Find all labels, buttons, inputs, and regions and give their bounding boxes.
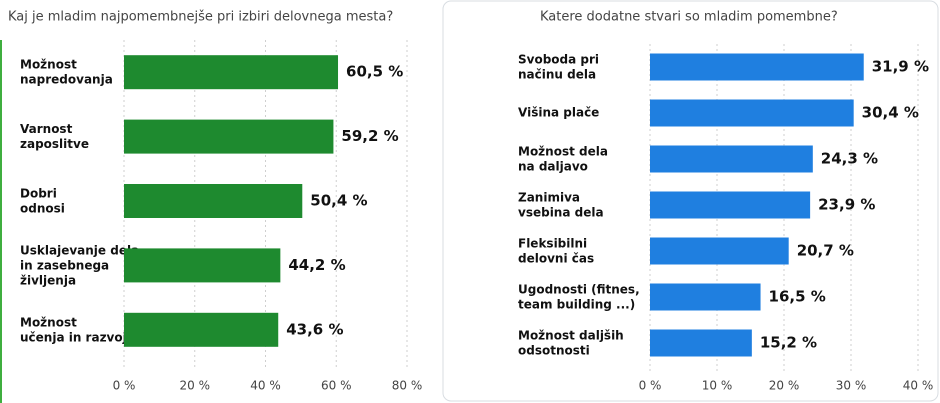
value-label: 23,9 %: [818, 196, 875, 214]
x-tick-label: 40 %: [903, 379, 934, 393]
value-label: 60,5 %: [346, 63, 403, 81]
x-tick-label: 20 %: [180, 379, 211, 393]
value-label: 59,2 %: [341, 127, 398, 145]
x-tick-label: 80 %: [392, 379, 423, 393]
x-tick-label: 60 %: [321, 379, 352, 393]
x-tick-label: 10 %: [702, 379, 733, 393]
category-label: Dobri odnosi: [20, 186, 65, 215]
category-label: Usklajevanje dela in zasebnega življenja: [20, 243, 139, 287]
category-label: Možnost dela na daljavo: [518, 144, 608, 173]
bar: [650, 283, 761, 311]
x-tick-label: 0 %: [639, 379, 662, 393]
value-label: 20,7 %: [797, 242, 854, 260]
chart-title: Katere dodatne stvari so mladim pomembne…: [540, 10, 838, 25]
bar: [650, 53, 864, 81]
category-label: Zanimiva vsebina dela: [518, 190, 604, 219]
x-tick-label: 40 %: [250, 379, 281, 393]
bar: [124, 55, 339, 90]
bar: [124, 119, 334, 154]
category-label: Ugodnosti (fitnes, team building ...): [518, 282, 640, 311]
x-tick-label: 20 %: [769, 379, 800, 393]
value-label: 43,6 %: [286, 320, 343, 338]
category-label: Višina plače: [518, 106, 599, 120]
value-label: 16,5 %: [769, 288, 826, 306]
category-label: Možnost učenja in razvoja: [20, 315, 135, 344]
value-label: 15,2 %: [760, 334, 817, 352]
category-label: Fleksibilni delovni čas: [518, 236, 594, 265]
bar: [650, 191, 811, 219]
panel-border: [442, 0, 939, 402]
value-label: 24,3 %: [821, 150, 878, 168]
bar: [124, 248, 281, 283]
x-tick-label: 0 %: [113, 379, 136, 393]
category-label: Možnost napredovanja: [20, 57, 113, 86]
value-label: 50,4 %: [310, 192, 367, 210]
category-label: Možnost daljših odsotnosti: [518, 328, 624, 357]
bar: [650, 237, 789, 265]
bar: [124, 312, 279, 347]
bar: [650, 99, 854, 127]
x-tick-label: 30 %: [836, 379, 867, 393]
value-label: 30,4 %: [862, 104, 919, 122]
bar: [650, 145, 813, 173]
value-label: 31,9 %: [872, 58, 929, 76]
bar: [124, 184, 303, 218]
chart-title: Kaj je mladim najpomembnejše pri izbiri …: [8, 10, 393, 25]
bar: [650, 329, 752, 357]
value-label: 44,2 %: [288, 256, 345, 274]
category-label: Svoboda pri načinu dela: [518, 52, 599, 81]
category-label: Varnost zaposlitve: [20, 122, 89, 151]
